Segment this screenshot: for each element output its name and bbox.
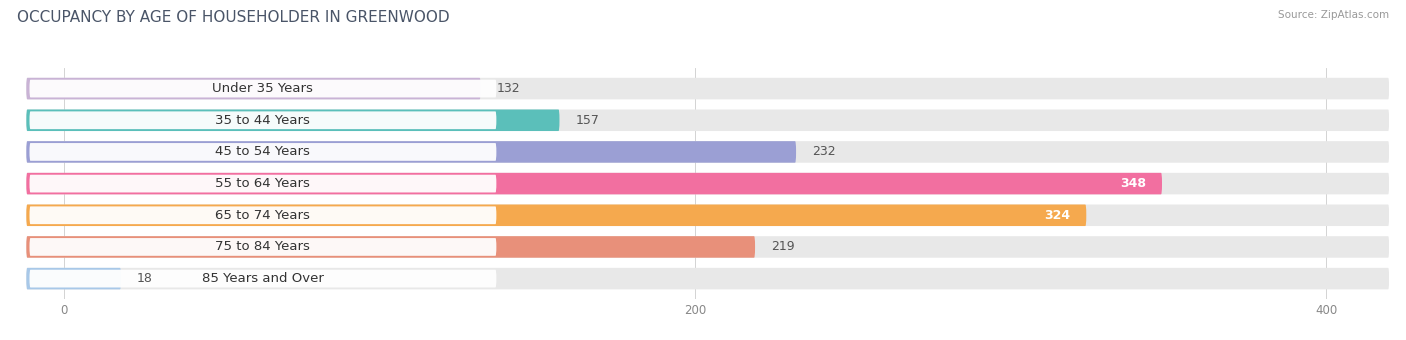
FancyBboxPatch shape [27, 204, 1389, 226]
Text: 157: 157 [575, 114, 599, 127]
FancyBboxPatch shape [27, 141, 796, 163]
FancyBboxPatch shape [30, 270, 496, 288]
Text: 85 Years and Over: 85 Years and Over [202, 272, 323, 285]
FancyBboxPatch shape [30, 175, 496, 192]
Text: 75 to 84 Years: 75 to 84 Years [215, 240, 311, 253]
FancyBboxPatch shape [27, 173, 1161, 194]
Text: 348: 348 [1121, 177, 1146, 190]
FancyBboxPatch shape [27, 268, 1389, 289]
FancyBboxPatch shape [27, 268, 121, 289]
Text: 45 to 54 Years: 45 to 54 Years [215, 146, 311, 158]
FancyBboxPatch shape [30, 206, 496, 224]
FancyBboxPatch shape [27, 236, 1389, 258]
FancyBboxPatch shape [27, 109, 1389, 131]
FancyBboxPatch shape [27, 78, 481, 99]
Text: OCCUPANCY BY AGE OF HOUSEHOLDER IN GREENWOOD: OCCUPANCY BY AGE OF HOUSEHOLDER IN GREEN… [17, 10, 450, 25]
FancyBboxPatch shape [30, 80, 496, 98]
Text: 18: 18 [136, 272, 153, 285]
Text: 232: 232 [811, 146, 835, 158]
FancyBboxPatch shape [27, 109, 560, 131]
Text: Under 35 Years: Under 35 Years [212, 82, 314, 95]
FancyBboxPatch shape [27, 236, 755, 258]
FancyBboxPatch shape [27, 78, 1389, 99]
Text: Source: ZipAtlas.com: Source: ZipAtlas.com [1278, 10, 1389, 20]
Text: 219: 219 [770, 240, 794, 253]
Text: 35 to 44 Years: 35 to 44 Years [215, 114, 311, 127]
FancyBboxPatch shape [30, 238, 496, 256]
FancyBboxPatch shape [30, 143, 496, 161]
Text: 132: 132 [496, 82, 520, 95]
Text: 65 to 74 Years: 65 to 74 Years [215, 209, 311, 222]
FancyBboxPatch shape [27, 141, 1389, 163]
FancyBboxPatch shape [27, 173, 1389, 194]
Text: 55 to 64 Years: 55 to 64 Years [215, 177, 311, 190]
Text: 324: 324 [1045, 209, 1070, 222]
FancyBboxPatch shape [30, 112, 496, 129]
FancyBboxPatch shape [27, 204, 1087, 226]
